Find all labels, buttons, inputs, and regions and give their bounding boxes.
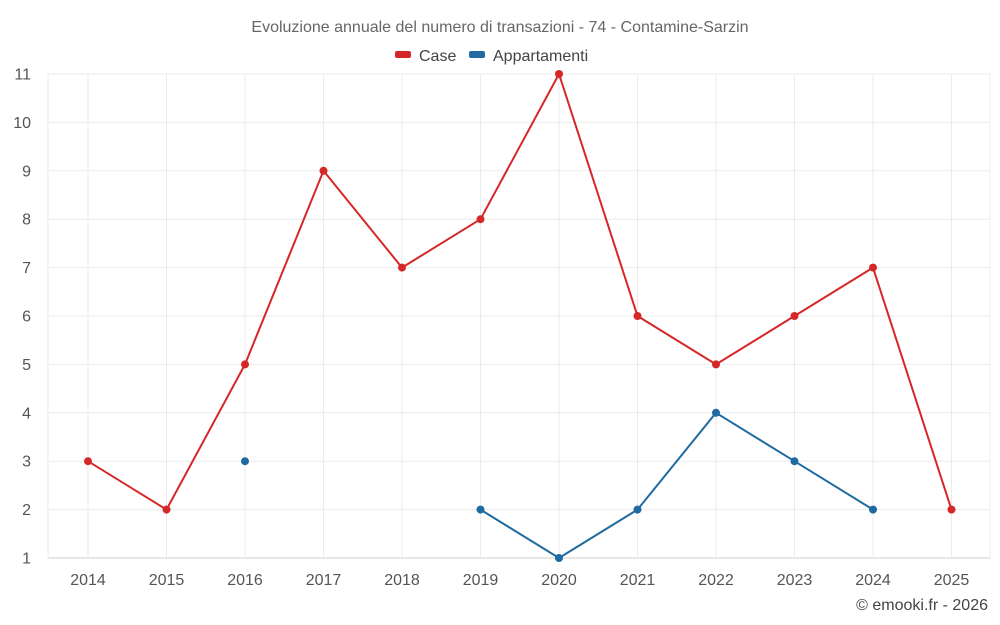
x-tick-label: 2020 [541,572,577,589]
x-tick-label: 2014 [70,572,106,589]
grid [47,73,991,559]
data-point[interactable] [476,215,485,224]
data-point[interactable] [790,457,799,466]
series [84,70,956,562]
x-tick-label: 2015 [149,572,185,589]
series-line [479,411,874,559]
data-point[interactable] [555,70,563,78]
legend: Case Appartamenti [395,48,588,65]
x-tick-label: 2024 [855,572,891,589]
data-point[interactable] [162,505,171,514]
legend-swatch-case [395,51,411,58]
series-line [87,73,953,511]
y-tick-label: 3 [22,454,31,471]
y-tick-label: 6 [22,309,31,326]
data-point[interactable] [84,457,92,466]
y-axis-ticks: 1 2 3 4 5 6 7 8 9 10 11 [13,67,31,568]
y-tick-label: 4 [22,405,31,422]
data-point[interactable] [476,505,485,514]
data-point[interactable] [633,505,642,514]
data-point[interactable] [869,505,877,514]
chart-title: Evoluzione annuale del numero di transaz… [251,19,748,36]
x-tick-label: 2016 [227,572,263,589]
series-appartamenti [241,408,877,562]
data-point[interactable] [633,312,642,320]
x-tick-label: 2018 [384,572,420,589]
data-point[interactable] [712,360,720,369]
x-tick-label: 2025 [934,572,970,589]
data-point[interactable] [398,263,406,272]
legend-label-case: Case [419,48,456,65]
credit-text: © emooki.fr - 2026 [856,597,988,614]
x-tick-label: 2019 [463,572,499,589]
data-point[interactable] [947,505,956,514]
y-tick-label: 5 [22,357,31,374]
data-point[interactable] [241,360,249,369]
y-tick-label: 10 [13,115,31,132]
y-tick-label: 2 [22,502,31,519]
data-point[interactable] [790,312,799,320]
legend-item-case[interactable]: Case [395,48,456,65]
y-tick-label: 8 [22,212,31,229]
data-point[interactable] [555,554,563,562]
legend-label-appartamenti: Appartamenti [493,48,588,65]
legend-swatch-appartamenti [469,51,485,58]
y-tick-label: 11 [14,67,31,84]
data-point[interactable] [712,408,720,417]
x-tick-label: 2021 [620,572,656,589]
x-tick-label: 2023 [777,572,813,589]
legend-item-appartamenti[interactable]: Appartamenti [469,48,588,65]
x-tick-label: 2022 [698,572,734,589]
data-point[interactable] [241,457,249,466]
x-axis-ticks: 2014 2015 2016 2017 2018 2019 2020 2021 2022 2023… [70,572,969,589]
data-point[interactable] [319,166,328,175]
y-tick-label: 9 [22,163,31,180]
data-point[interactable] [869,263,877,272]
series-case [84,70,956,514]
y-tick-label: 7 [22,260,31,277]
y-tick-label: 1 [22,551,31,568]
x-tick-label: 2017 [306,572,342,589]
